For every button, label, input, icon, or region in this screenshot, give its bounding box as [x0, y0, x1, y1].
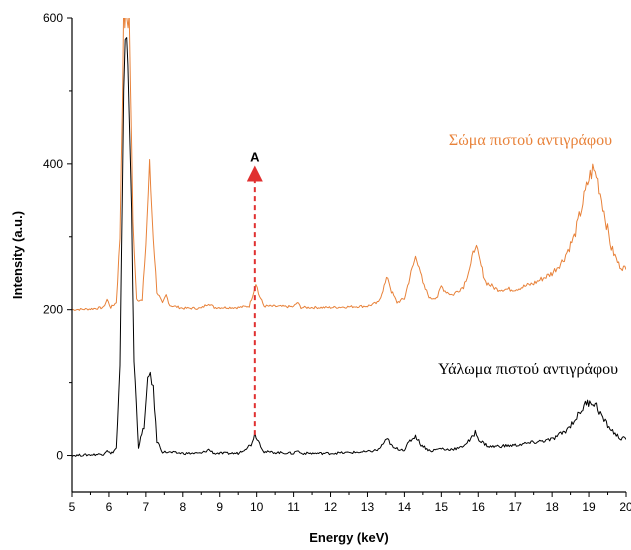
- x-tick-label: 19: [582, 500, 596, 514]
- x-tick-label: 11: [287, 500, 300, 514]
- x-tick-label: 13: [361, 500, 375, 514]
- x-tick-label: 15: [435, 500, 449, 514]
- labels-layer: 5 6 7 8 9 10 11 12 13 14 15 16 17 18 19 200200400600Ene…: [10, 11, 631, 545]
- x-tick-label: 10: [250, 500, 264, 514]
- x-tick-label: 16: [472, 500, 486, 514]
- series-label-1: Υάλωμα πιστού αντιγράφου: [438, 361, 618, 378]
- x-tick-label: 5: [69, 500, 76, 514]
- x-tick-label: 12: [324, 500, 338, 514]
- y-tick-label: 0: [56, 449, 63, 463]
- x-tick-label: 20: [619, 500, 631, 514]
- series-line-0: [72, 18, 626, 311]
- axes-layer: [67, 17, 627, 497]
- plot-lines: [72, 18, 626, 457]
- series-label-0: Σώμα πιστού αντιγράφου: [449, 132, 612, 149]
- series-line-1: [72, 37, 626, 457]
- x-tick-label: 6: [106, 500, 113, 514]
- x-axis-title: Energy (keV): [309, 530, 388, 545]
- x-tick-label: 14: [398, 500, 412, 514]
- y-tick-label: 400: [43, 157, 63, 171]
- y-tick-label: 600: [43, 11, 63, 25]
- x-tick-label: 8: [179, 500, 186, 514]
- x-tick-label: 9: [216, 500, 223, 514]
- annotation-label: A: [250, 149, 260, 164]
- annotation-layer: A: [246, 149, 263, 436]
- y-tick-label: 200: [43, 303, 63, 317]
- x-tick-label: 18: [545, 500, 559, 514]
- x-tick-label: 7: [143, 500, 150, 514]
- y-axis-title: Intensity (a.u.): [10, 211, 25, 299]
- x-tick-label: 17: [509, 500, 523, 514]
